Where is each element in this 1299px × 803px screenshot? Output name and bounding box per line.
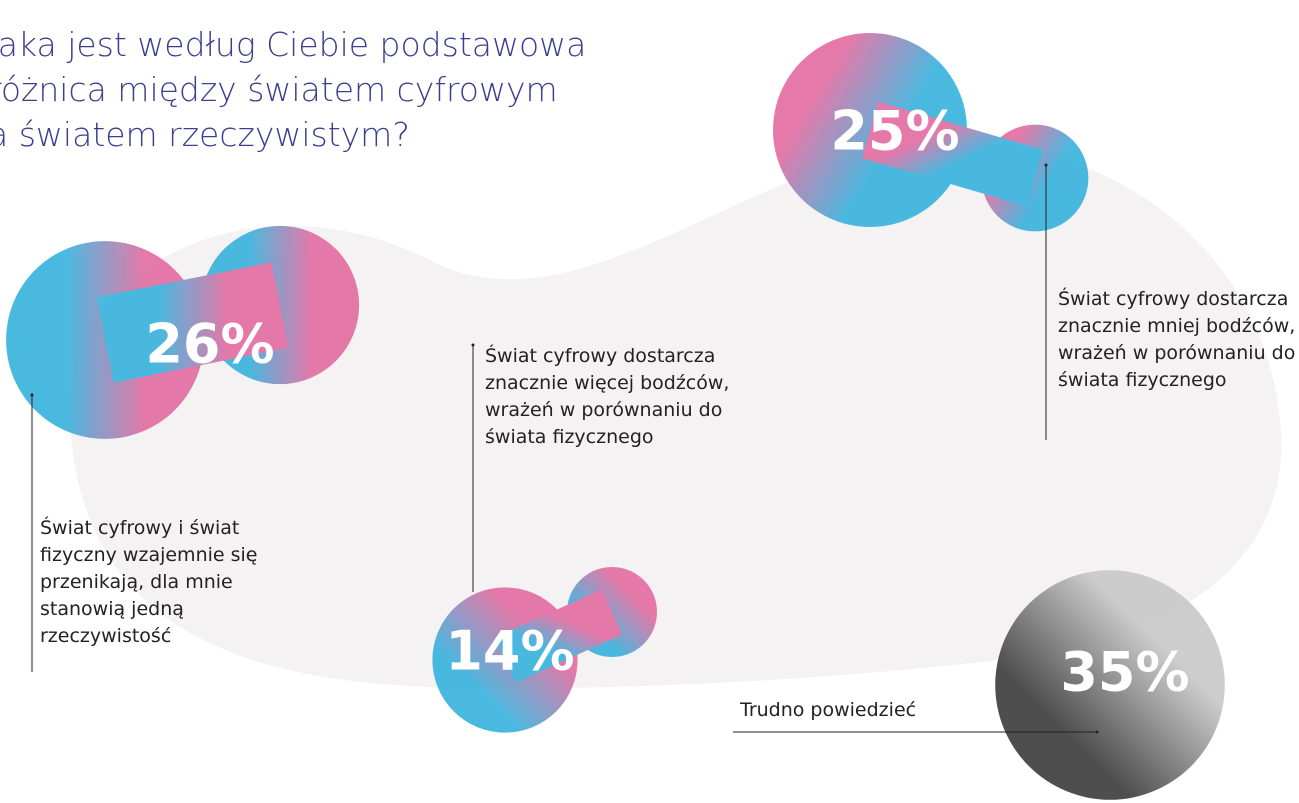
category-label: Świat cyfrowy i świat fizyczny wzajemnie… <box>40 515 300 650</box>
category-label: Trudno powiedzieć <box>740 697 1000 724</box>
chart-title: Jaka jest według Ciebie podstawowa różni… <box>0 22 588 157</box>
page: 26% 14% 25% 35% Jaka jest według Ciebie pod… <box>0 0 1299 803</box>
leader-dot <box>1096 731 1099 734</box>
value-label: 26% <box>145 313 274 376</box>
category-label: Świat cyfrowy dostarcza znacznie mniej b… <box>1058 286 1298 394</box>
leader-dot <box>1045 164 1048 167</box>
value-label: 25% <box>830 100 959 163</box>
value-label: 14% <box>445 620 574 683</box>
value-label: 35% <box>1060 641 1189 704</box>
leader-dot <box>31 394 34 397</box>
leader-dot <box>472 344 475 347</box>
category-label: Świat cyfrowy dostarcza znacznie więcej … <box>485 343 735 451</box>
